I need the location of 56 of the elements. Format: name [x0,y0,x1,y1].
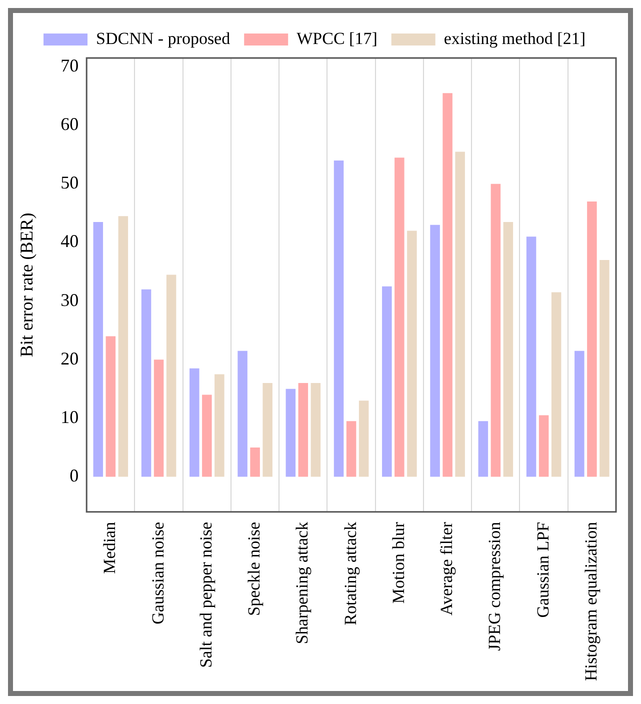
bar [202,394,212,477]
bar [538,415,549,477]
bar [478,421,488,477]
bar [166,274,176,477]
bar [106,336,116,477]
y-tick-label: 20 [60,348,79,368]
bar [455,152,465,477]
bar [141,289,152,477]
legend-label: existing method [21] [444,28,586,48]
x-tick-label: Salt and pepper noise [196,522,216,668]
x-tick-label: Gaussian noise [148,522,168,624]
y-tick-label: 40 [60,231,79,252]
bar [430,224,440,477]
bar [394,158,404,477]
bar [238,350,248,477]
y-tick-label: 10 [60,406,79,427]
y-tick-label: 0 [70,466,79,486]
bar [250,447,260,477]
x-tick-label: JPEG compression [485,521,504,651]
bar [190,368,200,477]
bar [574,350,584,477]
bar [358,400,369,477]
bar [442,93,452,477]
y-tick-label: 60 [60,114,79,134]
x-tick-label: Median [100,521,120,574]
x-tick-label: Speckle noise [244,522,264,616]
y-axis-title: Bit error rate (BER) [16,212,37,358]
bar [526,236,536,477]
bar [600,260,610,477]
legend-label: WPCC [17] [296,28,378,48]
bar [310,383,321,477]
bar [490,184,501,477]
bar [93,222,104,477]
bar [214,374,224,477]
bar [118,216,128,477]
bar [154,360,164,477]
y-tick-label: 30 [60,290,79,310]
x-tick-label: Histogram equalization [581,521,600,681]
bar [334,160,344,477]
x-tick-label: Sharpening attack [292,521,312,644]
y-tick-label: 70 [60,56,79,76]
bar [407,230,417,477]
bar [503,222,514,477]
legend-label: SDCNN - proposed [96,28,231,48]
bar [587,201,597,477]
x-tick-label: Average filter [437,522,456,616]
bar [262,383,272,477]
x-tick-label: Gaussian LPF [533,522,552,618]
bar [346,421,356,477]
bar [298,383,308,477]
bar [286,388,296,477]
y-tick-label: 50 [60,172,79,193]
bar [551,292,562,477]
x-tick-label: Rotating attack [340,521,360,626]
bar [382,286,392,477]
x-tick-label: Motion blur [388,522,408,604]
